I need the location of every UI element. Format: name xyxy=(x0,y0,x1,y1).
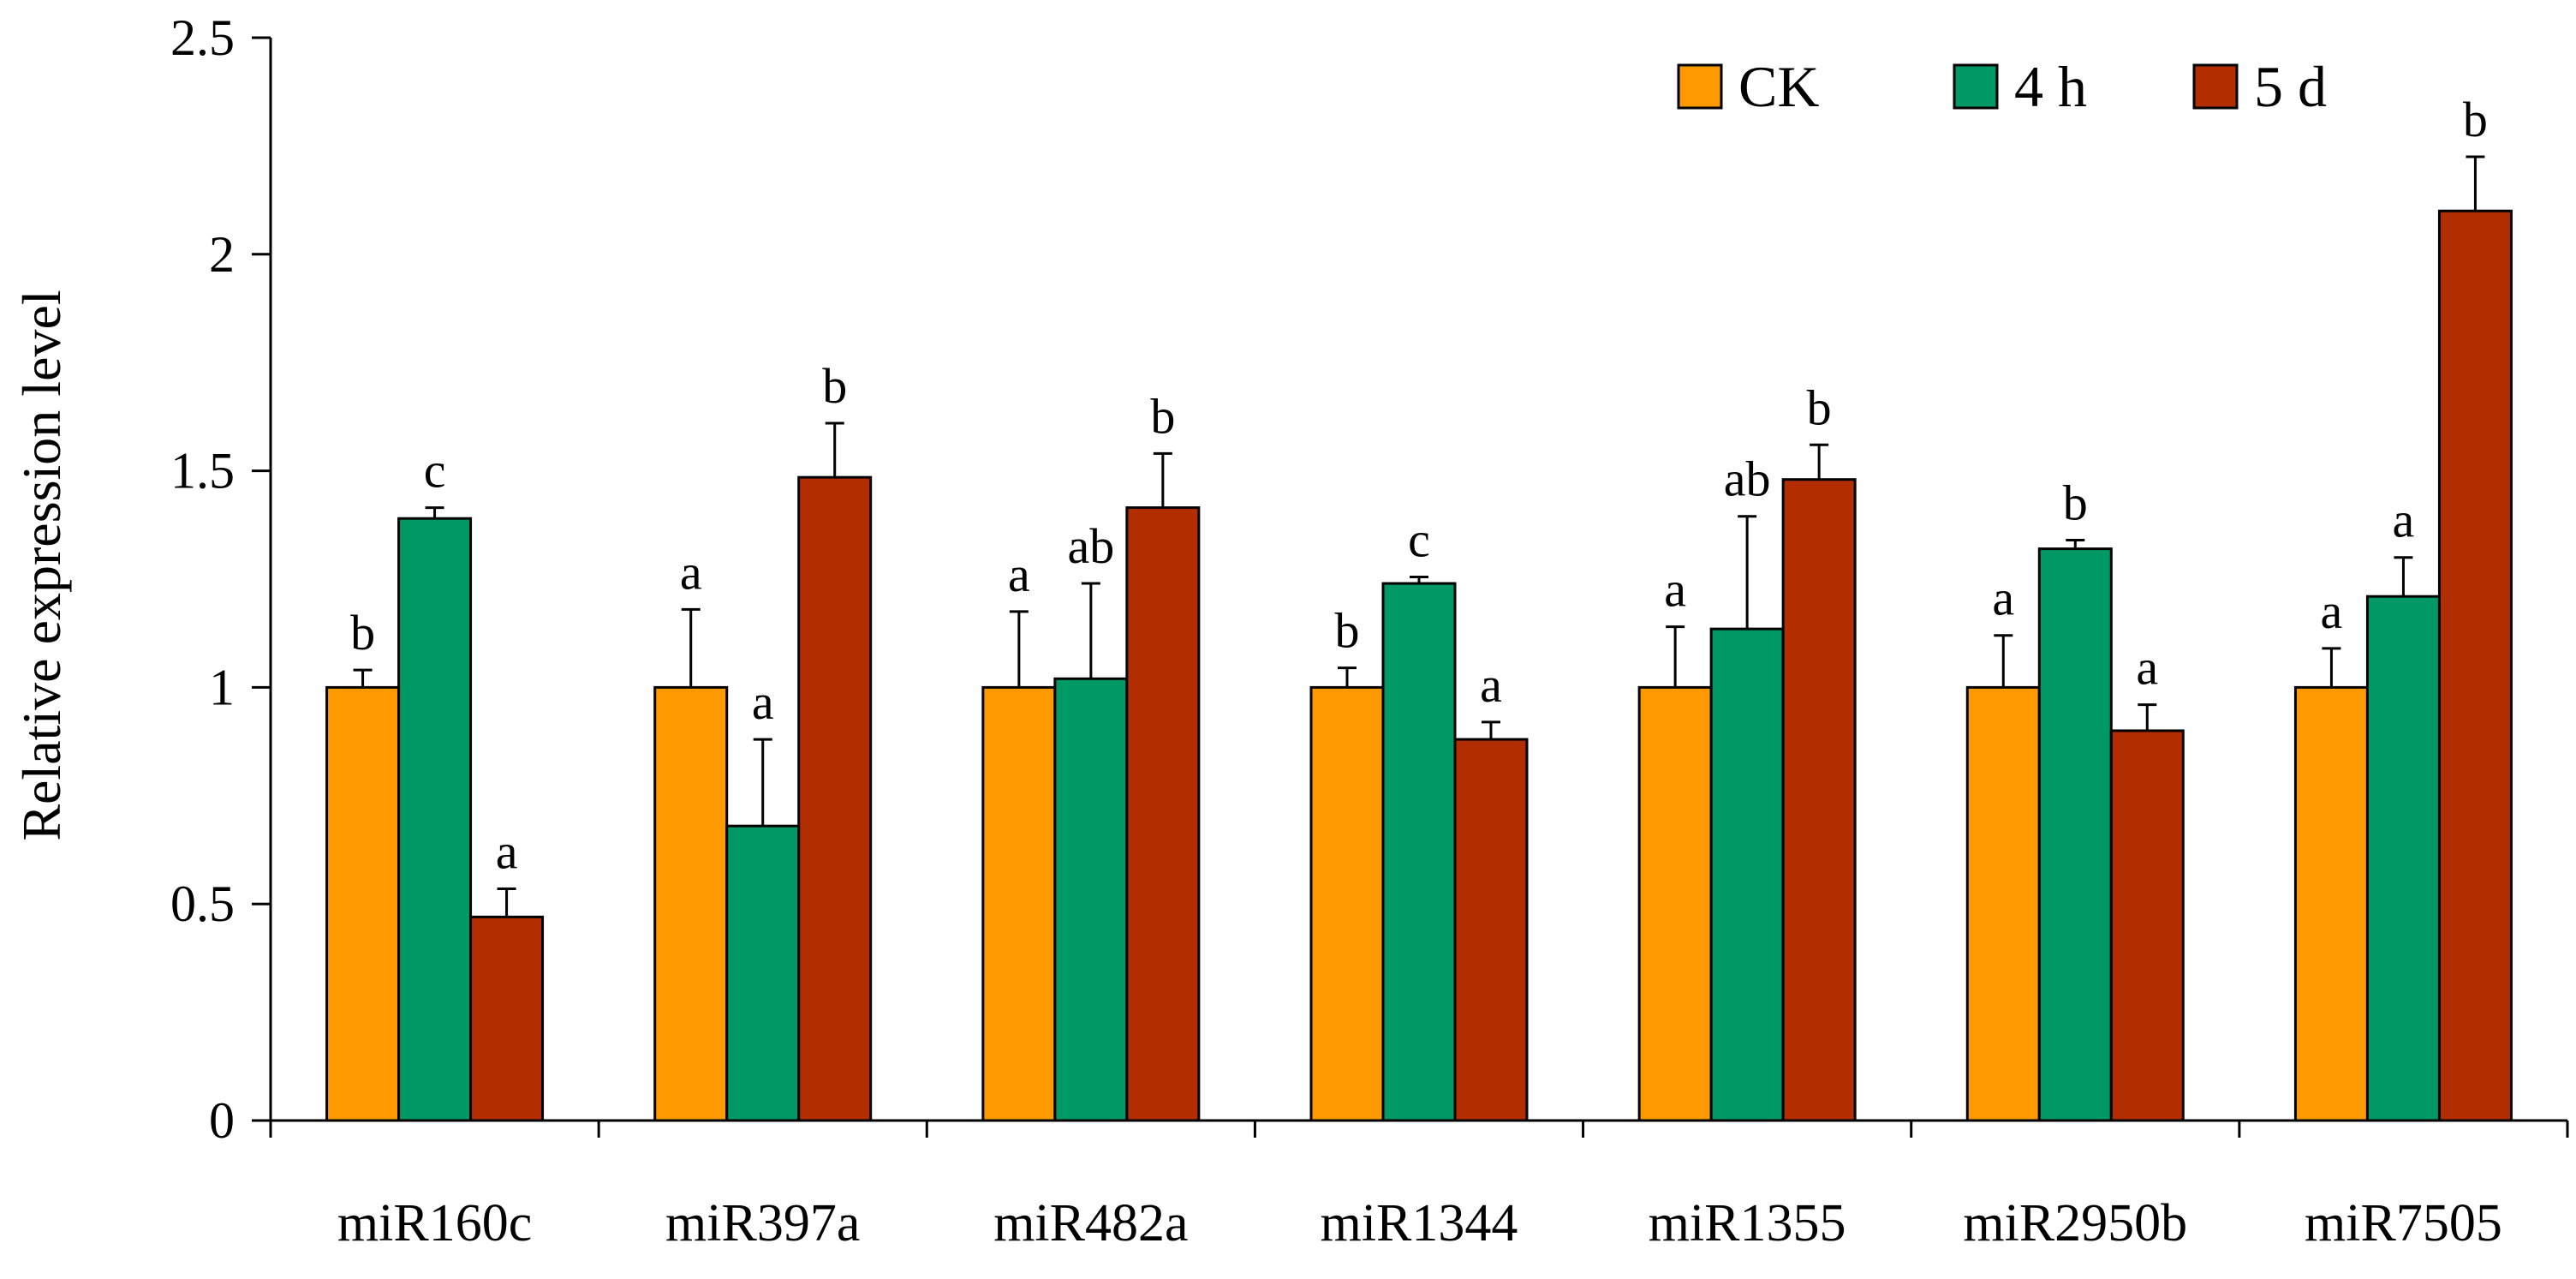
significance-label: b xyxy=(1150,388,1175,444)
significance-label: a xyxy=(2136,640,2158,696)
y-tick-label: 1.5 xyxy=(170,443,235,499)
x-axis: miR160c miR397a miR482a miR1344 miR1355 miR29… xyxy=(269,1119,2569,1252)
bar xyxy=(981,685,1057,1122)
bar xyxy=(2037,547,2113,1122)
bar xyxy=(1781,478,1857,1122)
significance-label: a xyxy=(2393,493,2415,548)
bar xyxy=(1125,506,1201,1122)
significance-label: a xyxy=(1992,571,2014,626)
y-tick-label: 0.5 xyxy=(170,876,235,932)
significance-label: a xyxy=(2321,583,2343,639)
x-tick-label: miR160c xyxy=(337,1194,532,1252)
x-tick-label: miR2950b xyxy=(1963,1194,2187,1252)
bar xyxy=(725,824,801,1122)
bar xyxy=(469,915,545,1122)
x-tick-label: miR1344 xyxy=(1321,1194,1518,1252)
y-tick-label: 1 xyxy=(209,659,235,715)
bar xyxy=(325,685,401,1122)
bar xyxy=(1965,685,2041,1122)
significance-label: ab xyxy=(1067,518,1114,574)
x-tick-label: miR7505 xyxy=(2305,1194,2502,1252)
bar xyxy=(1381,582,1457,1122)
bar xyxy=(797,475,873,1122)
significance-label: b xyxy=(350,605,375,660)
significance-label: a xyxy=(496,824,518,880)
legend-label: 4 h xyxy=(2014,54,2087,119)
significance-label: a xyxy=(1008,547,1030,602)
bar xyxy=(1453,738,1529,1122)
x-tick-label: miR397a xyxy=(665,1194,860,1252)
y-axis-title: Relative expression level xyxy=(11,290,72,840)
legend: CK 4 h 5 d xyxy=(1677,54,2327,119)
bar xyxy=(397,517,473,1122)
bar xyxy=(1053,677,1129,1122)
significance-label: b xyxy=(822,358,847,414)
y-tick-label: 0 xyxy=(209,1092,235,1149)
significance-label: a xyxy=(752,674,774,730)
legend-swatch xyxy=(1953,63,1999,110)
legend-label: 5 d xyxy=(2254,54,2327,119)
significance-label: b xyxy=(1335,603,1360,659)
significance-label: b xyxy=(2463,92,2488,147)
bar xyxy=(1309,685,1385,1122)
legend-label: CK xyxy=(1738,54,1819,119)
significance-label: a xyxy=(1480,657,1502,713)
significance-label: a xyxy=(1664,562,1686,618)
bar xyxy=(653,685,729,1122)
bar xyxy=(1709,627,1785,1122)
significance-label: ab xyxy=(1724,451,1771,507)
bar xyxy=(2365,595,2441,1122)
y-tick-label: 2 xyxy=(209,226,235,283)
bar xyxy=(2437,209,2513,1122)
y-tick-label: 2.5 xyxy=(170,9,235,66)
significance-label: a xyxy=(680,544,702,600)
legend-swatch xyxy=(1677,63,1723,110)
significance-label: b xyxy=(2063,475,2088,530)
y-axis: 0 0.5 1 1.5 2 2.5 xyxy=(170,9,272,1149)
significance-label: c xyxy=(1408,511,1430,567)
significance-label: b xyxy=(1807,380,1832,435)
x-tick-label: miR482a xyxy=(993,1194,1188,1252)
legend-swatch xyxy=(2192,63,2239,110)
significance-label: c xyxy=(424,443,446,499)
bar xyxy=(1637,685,1713,1122)
bar xyxy=(2293,685,2369,1122)
x-tick-label: miR1355 xyxy=(1649,1194,1846,1252)
bar xyxy=(2109,729,2185,1122)
